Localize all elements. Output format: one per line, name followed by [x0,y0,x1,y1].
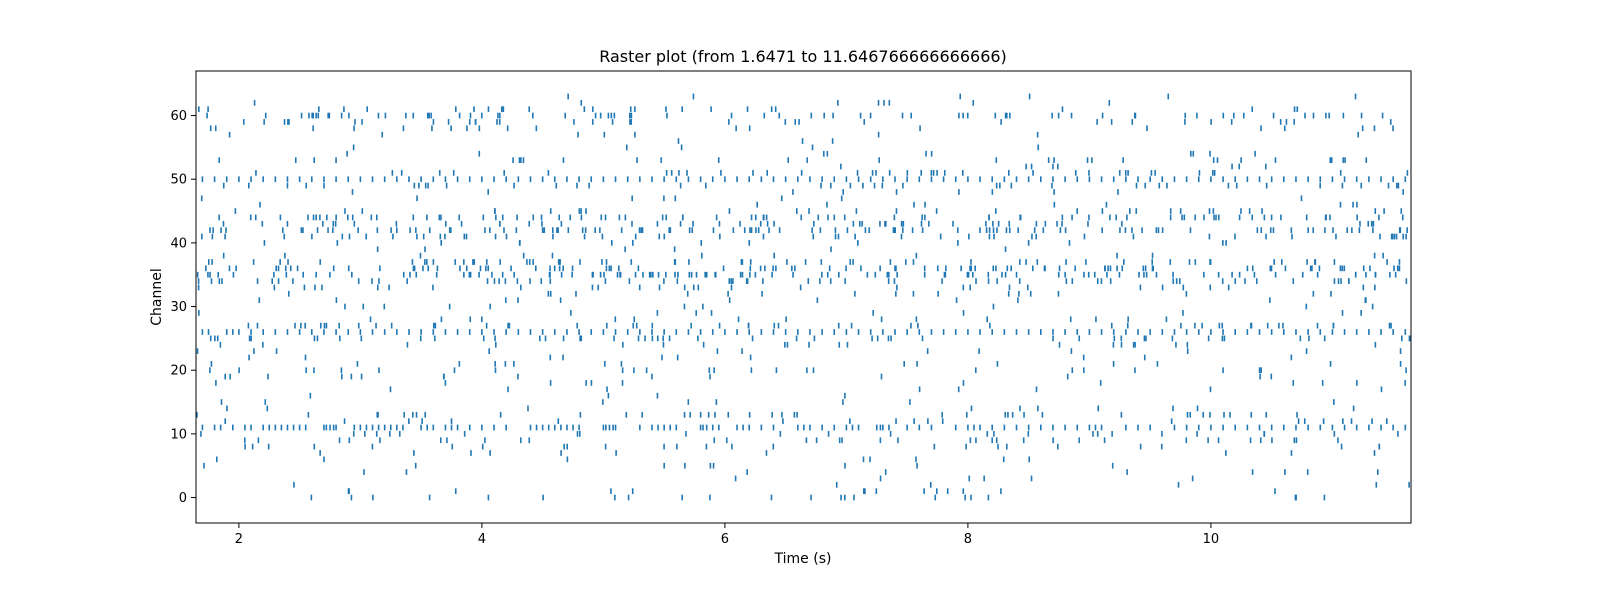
y-tick-label: 30 [170,300,187,315]
y-axis-label: Channel [149,268,165,325]
x-tick-label: 4 [478,532,486,547]
y-tick-label: 60 [170,109,187,124]
spike-marks-group [196,93,1411,501]
axes-frame [195,70,1412,524]
y-tick-label: 10 [170,427,187,442]
x-tick-label: 10 [1203,532,1220,547]
y-axis-ticks: 0 10 20 30 40 50 60 [170,109,196,506]
plot-area [195,70,1412,524]
x-tick-label: 8 [964,532,972,547]
y-tick-label: 40 [170,236,187,251]
y-tick-label: 50 [170,173,187,188]
y-tick-label: 20 [170,364,187,379]
x-tick-label: 6 [721,532,729,547]
x-axis-ticks: 2 4 6 8 10 [235,523,1219,547]
x-axis-label: Time (s) [774,551,832,567]
x-tick-label: 2 [235,532,243,547]
y-tick-label: 0 [179,491,187,506]
chart-title: Raster plot (from 1.6471 to 11.646766666… [599,47,1007,66]
